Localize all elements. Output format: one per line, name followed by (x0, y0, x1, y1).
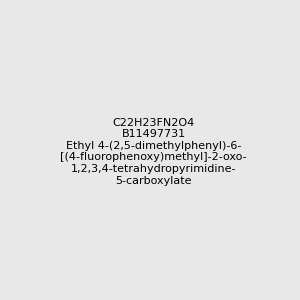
Text: C22H23FN2O4
B11497731
Ethyl 4-(2,5-dimethylphenyl)-6-
[(4-fluorophenoxy)methyl]-: C22H23FN2O4 B11497731 Ethyl 4-(2,5-dimet… (60, 118, 247, 185)
